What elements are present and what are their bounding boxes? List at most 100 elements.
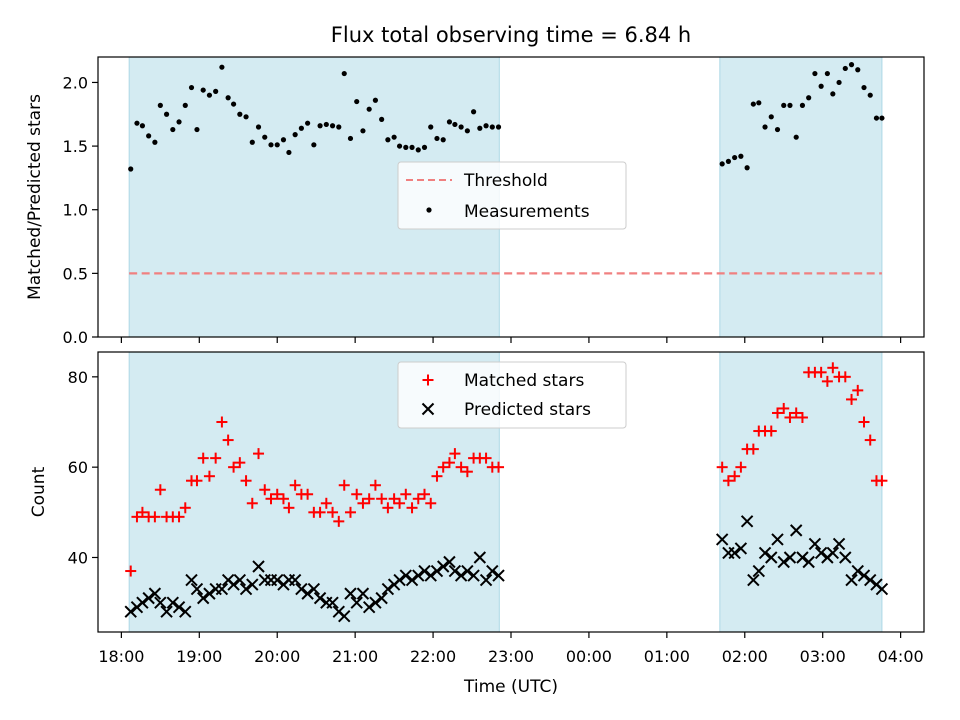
matched-star-point — [852, 384, 864, 396]
chart-title: Flux total observing time = 6.84 h — [331, 23, 691, 47]
predicted-star-point — [728, 546, 741, 560]
measurement-point — [194, 126, 200, 133]
top-y-axis-label: Matched/Predicted stars — [25, 94, 45, 300]
matched-star-point — [480, 452, 492, 464]
measurement-point — [867, 92, 873, 98]
matched-star-point — [443, 457, 455, 469]
matched-star-point — [253, 448, 265, 460]
measurement-point — [128, 166, 134, 172]
matched-star-point — [722, 475, 734, 487]
predicted-star-point — [492, 569, 505, 582]
predicted-star-point — [864, 573, 877, 587]
measurement-point — [298, 125, 304, 131]
measurement-point — [458, 124, 464, 130]
matched-star-point — [271, 488, 283, 500]
measurement-point — [824, 70, 830, 77]
measurement-point — [206, 92, 213, 98]
measurement-point — [385, 137, 391, 143]
matched-star-point — [778, 402, 790, 414]
predicted-star-point — [160, 605, 173, 618]
measurement-point — [134, 120, 140, 126]
measurement-point — [470, 109, 477, 115]
legend-matched-label: Matched stars — [464, 371, 584, 391]
matched-star-point — [277, 493, 289, 505]
measurement-point — [317, 123, 323, 129]
predicted-star-point — [752, 564, 766, 578]
measurement-point — [774, 126, 781, 133]
matched-star-point — [716, 461, 728, 473]
matched-star-point — [216, 416, 228, 428]
measurement-point — [366, 106, 372, 112]
predicted-star-point — [857, 569, 871, 582]
predicted-star-point — [424, 569, 437, 582]
matched-star-point — [265, 493, 277, 505]
measurement-point — [396, 143, 403, 149]
predicted-star-point — [338, 609, 351, 623]
predicted-star-point — [233, 573, 247, 587]
predicted-star-point — [430, 564, 444, 578]
matched-star-point — [338, 479, 350, 491]
matched-star-point — [815, 366, 827, 378]
matched-star-point — [197, 452, 209, 464]
measurement-point — [812, 70, 818, 77]
matched-star-point — [449, 448, 461, 460]
measurement-point — [489, 124, 495, 130]
matched-star-point — [382, 502, 394, 514]
predicted-star-point — [190, 582, 204, 596]
predicted-star-point — [142, 591, 155, 605]
matched-star-point — [461, 466, 473, 478]
measurement-point — [341, 70, 347, 77]
legend-predicted-swatch — [421, 402, 435, 416]
predicted-star-point — [777, 555, 790, 569]
measurement-point — [262, 134, 268, 140]
measurement-point — [781, 102, 787, 108]
predicted-star-point — [246, 578, 259, 591]
matched-star-point — [796, 411, 808, 423]
matched-stars-points — [125, 362, 888, 577]
y-tick-label: 40 — [68, 548, 88, 567]
measurement-point — [756, 100, 762, 106]
predicted-star-point — [486, 564, 499, 578]
measurement-point — [477, 125, 483, 131]
measurement-point — [732, 154, 738, 161]
matched-star-point — [228, 461, 240, 473]
measurement-point — [274, 142, 280, 148]
predicted-star-point — [845, 573, 858, 587]
matched-star-point — [154, 484, 166, 496]
measurement-point — [323, 121, 329, 128]
top-x-ticks — [120, 337, 902, 343]
measurement-point — [836, 79, 842, 86]
x-tick-label: 23:00 — [488, 647, 534, 666]
predicted-star-point — [356, 587, 370, 600]
predicted-star-point — [313, 591, 327, 605]
matched-star-point — [431, 470, 443, 482]
measurement-point — [157, 102, 163, 108]
matched-star-point — [425, 497, 437, 509]
measurement-point — [182, 102, 188, 108]
predicted-star-point — [239, 582, 253, 596]
x-tick-label: 01:00 — [644, 647, 690, 666]
predicted-stars-points — [124, 515, 889, 623]
matched-star-point — [858, 416, 870, 428]
measurement-point — [336, 124, 342, 130]
measurement-point — [292, 132, 298, 138]
x-tick-label: 18:00 — [98, 647, 144, 666]
predicted-star-point — [154, 596, 167, 609]
matched-star-point — [351, 488, 363, 500]
predicted-star-point — [136, 596, 149, 609]
legend-predicted-label: Predicted stars — [464, 400, 591, 420]
x-tick-label: 21:00 — [332, 647, 378, 666]
measurement-point — [464, 128, 470, 134]
predicted-star-point — [326, 596, 339, 609]
matched-star-point — [125, 565, 137, 577]
measurement-point — [329, 123, 336, 129]
predicted-star-point — [344, 587, 357, 600]
predicted-star-point — [215, 582, 229, 596]
matched-star-point — [784, 411, 796, 423]
measurement-point — [280, 137, 287, 143]
predicted-star-point — [808, 537, 822, 551]
matched-star-point — [320, 497, 332, 509]
predicted-star-point — [350, 596, 363, 609]
matched-star-point — [369, 479, 381, 491]
